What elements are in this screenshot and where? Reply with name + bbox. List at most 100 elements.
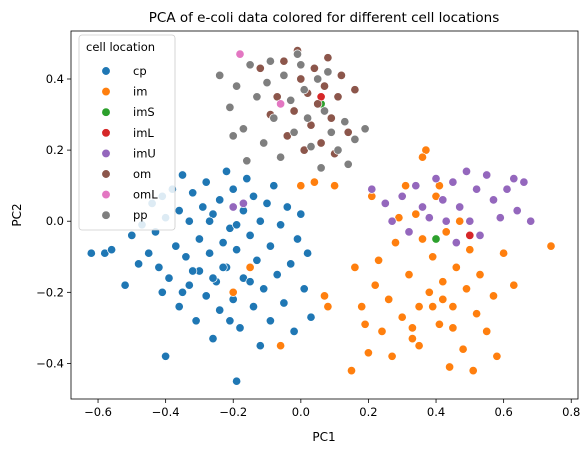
point-im — [451, 262, 461, 272]
point-cp — [221, 166, 232, 176]
point-im — [428, 252, 438, 262]
point-imU — [441, 216, 451, 226]
point-im — [488, 291, 499, 301]
point-imU — [472, 184, 482, 194]
legend-label-imS: imS — [133, 105, 155, 119]
point-cp — [259, 284, 269, 294]
point-cp — [215, 305, 225, 315]
plot-area-frame — [70, 30, 579, 400]
point-cp — [272, 270, 282, 280]
legend-box — [78, 34, 176, 231]
point-om — [255, 63, 265, 73]
point-cp — [306, 312, 316, 322]
x-tick-label: 0.4 — [427, 405, 445, 419]
point-pp — [225, 102, 235, 112]
point-pp — [259, 138, 269, 148]
point-cp — [188, 266, 198, 276]
point-cp — [303, 248, 313, 258]
point-im — [245, 262, 255, 272]
point-pp — [303, 113, 313, 123]
series-om — [255, 46, 360, 159]
point-im — [448, 302, 458, 312]
point-cp — [171, 241, 181, 251]
point-cp — [218, 238, 228, 248]
point-imU — [380, 198, 390, 208]
point-im — [424, 287, 434, 297]
point-cp — [86, 248, 96, 258]
point-cp — [144, 248, 154, 258]
series-pp — [215, 49, 370, 173]
point-im — [387, 351, 397, 361]
point-omL — [276, 99, 286, 109]
point-pp — [343, 159, 353, 169]
point-cp — [299, 284, 309, 294]
legend-label-pp: pp — [133, 208, 148, 222]
legend-marker-om — [101, 169, 111, 179]
point-im — [411, 209, 421, 219]
point-im — [417, 152, 428, 162]
point-cp — [188, 188, 198, 198]
point-imU — [397, 191, 407, 201]
point-pp — [313, 74, 323, 84]
point-im — [384, 294, 394, 304]
point-imU — [495, 213, 505, 223]
point-imU — [475, 230, 485, 240]
y-tick-label: 0.4 — [46, 72, 64, 86]
point-cp — [184, 216, 194, 226]
point-im — [448, 323, 458, 333]
y-tick-label: 0.2 — [46, 143, 64, 157]
x-tick-label: −0.4 — [152, 405, 180, 419]
point-om — [296, 74, 306, 84]
point-cp — [201, 291, 211, 301]
legend-marker-pp — [101, 210, 111, 220]
point-om — [326, 113, 336, 123]
point-cp — [194, 234, 204, 244]
point-om — [333, 92, 343, 102]
point-cp — [174, 302, 184, 312]
point-im — [276, 341, 286, 351]
point-cp — [107, 245, 117, 255]
point-cp — [292, 234, 303, 244]
point-imU — [228, 202, 238, 212]
point-im — [390, 238, 401, 248]
point-cp — [286, 259, 296, 269]
point-pp — [306, 142, 316, 152]
point-im — [482, 326, 492, 336]
point-pp — [252, 92, 262, 102]
point-imU — [451, 238, 461, 248]
point-imU — [417, 202, 428, 212]
point-cp — [164, 273, 174, 283]
legend-title: cell location — [86, 40, 155, 54]
point-imU — [404, 227, 414, 237]
point-imU — [431, 174, 441, 184]
x-tick-label: 0.8 — [562, 405, 580, 419]
point-cp — [279, 298, 289, 308]
point-im — [401, 181, 411, 191]
point-im — [438, 277, 448, 287]
legend-marker-omL — [101, 189, 111, 200]
point-imU — [465, 216, 475, 226]
point-imU — [502, 184, 512, 194]
point-pp — [340, 117, 350, 127]
point-pp — [265, 56, 275, 66]
point-pp — [319, 106, 330, 116]
point-pp — [215, 70, 225, 80]
point-im — [441, 227, 451, 237]
legend-marker-imU — [101, 148, 111, 159]
point-pp — [238, 124, 248, 134]
point-pp — [326, 127, 336, 137]
point-cp — [265, 241, 275, 251]
point-cp — [269, 181, 279, 191]
point-imU — [387, 216, 397, 226]
legend-label-cp: cp — [133, 64, 147, 78]
point-im — [397, 312, 407, 322]
point-cp — [235, 323, 245, 333]
point-imU — [512, 206, 522, 216]
point-imU — [455, 202, 465, 212]
point-pp — [316, 163, 326, 173]
point-im — [414, 341, 424, 351]
point-cp — [218, 262, 228, 272]
point-im — [309, 177, 319, 187]
point-imU — [482, 170, 492, 180]
point-pp — [286, 95, 296, 105]
